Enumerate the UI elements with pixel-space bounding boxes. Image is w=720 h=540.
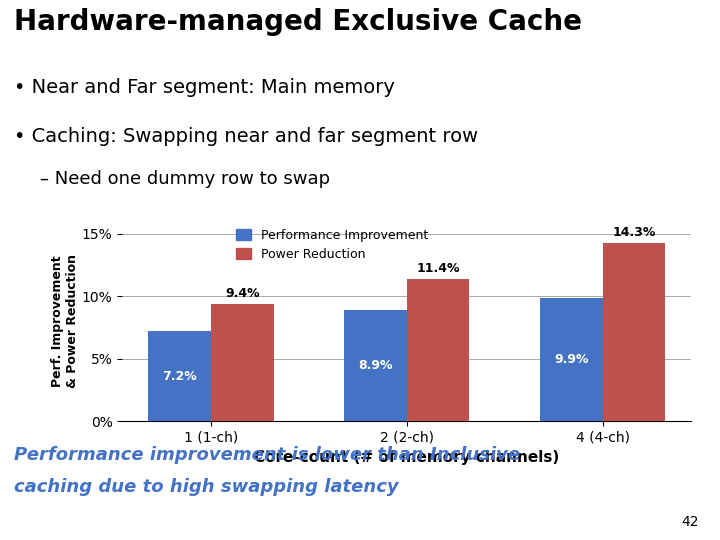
- Bar: [344, 310, 407, 421]
- Text: Hardware-managed Exclusive Cache: Hardware-managed Exclusive Cache: [14, 8, 582, 36]
- Bar: [540, 298, 603, 421]
- Legend: Performance Improvement, Power Reduction: Performance Improvement, Power Reduction: [231, 224, 433, 266]
- Text: 7.2%: 7.2%: [162, 370, 197, 383]
- Y-axis label: Perf. Improvement
& Power Reduction: Perf. Improvement & Power Reduction: [51, 254, 79, 388]
- Text: 9.9%: 9.9%: [554, 353, 588, 366]
- Text: 42: 42: [681, 515, 698, 529]
- X-axis label: Core-count (# of memory channels): Core-count (# of memory channels): [254, 450, 559, 465]
- Text: caching due to high swapping latency: caching due to high swapping latency: [14, 478, 399, 496]
- Bar: [148, 332, 211, 421]
- Text: Performance improvement is lower than Inclusive: Performance improvement is lower than In…: [14, 446, 521, 463]
- Text: • Caching: Swapping near and far segment row: • Caching: Swapping near and far segment…: [14, 127, 479, 146]
- Text: 8.9%: 8.9%: [359, 359, 392, 372]
- Bar: [603, 242, 665, 421]
- Bar: [407, 279, 469, 421]
- Text: 9.4%: 9.4%: [225, 287, 260, 300]
- Text: – Need one dummy row to swap: – Need one dummy row to swap: [40, 170, 330, 188]
- Text: 14.3%: 14.3%: [612, 226, 656, 239]
- Bar: [211, 304, 274, 421]
- Text: 11.4%: 11.4%: [416, 262, 460, 275]
- Text: • Near and Far segment: Main memory: • Near and Far segment: Main memory: [14, 78, 395, 97]
